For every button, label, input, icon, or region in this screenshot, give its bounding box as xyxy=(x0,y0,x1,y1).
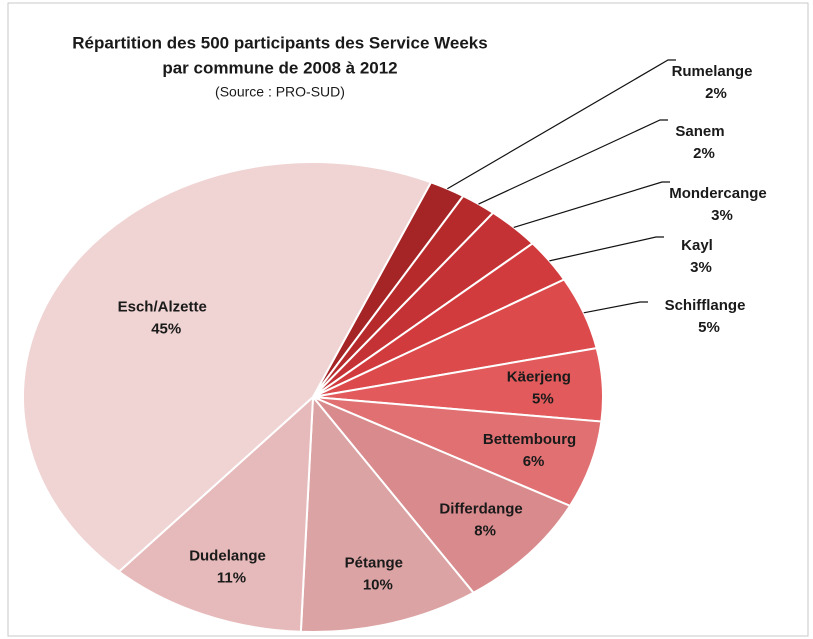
slice-label: Kayl xyxy=(681,237,713,254)
slice-value-label: 5% xyxy=(698,319,720,336)
slice-value-label: 11% xyxy=(217,570,246,587)
slice-label: Bettembourg xyxy=(483,431,576,448)
leader-line xyxy=(513,181,670,228)
slice-label: Sanem xyxy=(675,123,724,140)
pie-slice xyxy=(312,396,572,595)
slice-label: Mondercange xyxy=(669,185,767,202)
pie-slice xyxy=(299,394,476,633)
leader-line xyxy=(447,59,676,190)
chart-subtitle: (Source : PRO-SUD) xyxy=(215,84,345,100)
leader-line xyxy=(583,301,648,314)
slice-label: Dudelange xyxy=(189,548,266,565)
slice-label: Differdange xyxy=(439,501,522,518)
slice-value-label: 8% xyxy=(474,523,496,540)
chart-title: par commune de 2008 à 2012 xyxy=(162,58,397,77)
slice-value-label: 3% xyxy=(711,207,733,224)
slice-value-label: 10% xyxy=(363,577,393,594)
slice-value-label: 2% xyxy=(693,145,715,162)
slice-value-label: 5% xyxy=(532,390,554,407)
leader-line xyxy=(549,236,664,262)
slice-label: Esch/Alzette xyxy=(118,299,207,316)
slice-label: Pétange xyxy=(345,555,403,572)
pie-slice xyxy=(22,161,433,573)
slice-label: Schifflange xyxy=(665,297,746,314)
chart-title: Répartition des 500 participants des Ser… xyxy=(72,33,487,52)
slice-value-label: 6% xyxy=(523,453,545,470)
slice-label: Käerjeng xyxy=(507,368,571,385)
leader-line xyxy=(478,119,668,205)
slice-label: Rumelange xyxy=(672,63,753,80)
slice-value-label: 45% xyxy=(151,321,181,338)
pie-slice xyxy=(117,394,315,633)
slice-value-label: 2% xyxy=(705,85,727,102)
slice-value-label: 3% xyxy=(690,259,712,276)
